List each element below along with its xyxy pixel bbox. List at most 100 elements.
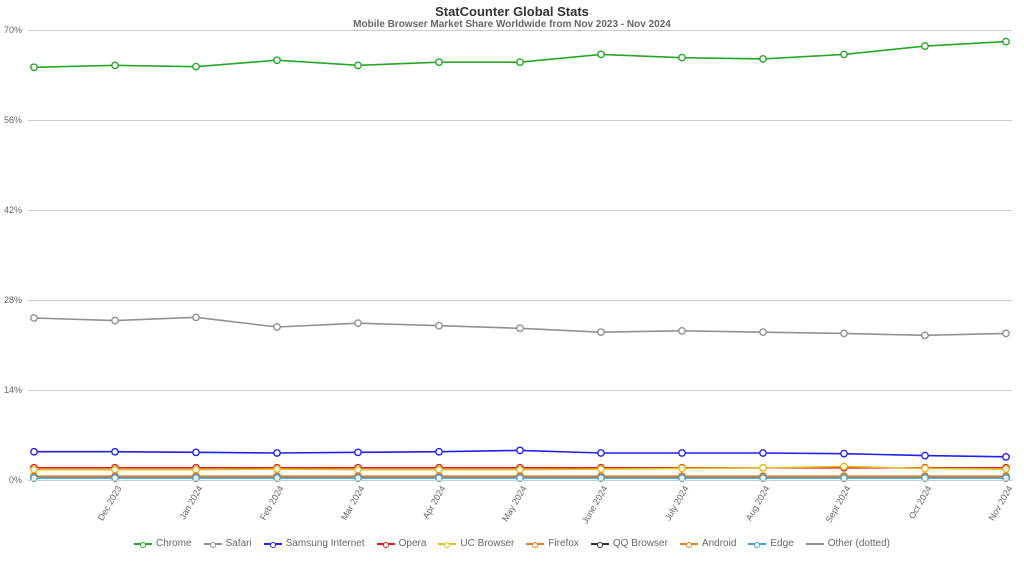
xtick-label: May 2024 bbox=[500, 484, 528, 523]
legend-swatch bbox=[591, 543, 609, 545]
ytick-label: 56% bbox=[4, 115, 28, 125]
series-marker bbox=[517, 325, 523, 331]
ytick-label: 14% bbox=[4, 385, 28, 395]
legend-label: Other (dotted) bbox=[828, 538, 890, 549]
series-marker bbox=[679, 54, 685, 60]
series-marker bbox=[193, 467, 199, 473]
series-marker bbox=[922, 452, 928, 458]
legend-swatch bbox=[526, 543, 544, 545]
series-marker bbox=[274, 450, 280, 456]
series-marker bbox=[760, 329, 766, 335]
legend-swatch bbox=[806, 543, 824, 545]
chart-subtitle: Mobile Browser Market Share Worldwide fr… bbox=[0, 19, 1024, 30]
series-marker bbox=[841, 330, 847, 336]
series-marker bbox=[274, 466, 280, 472]
chart-svg bbox=[28, 30, 1012, 480]
series-marker bbox=[517, 447, 523, 453]
series-marker bbox=[1003, 454, 1009, 460]
series-marker bbox=[193, 314, 199, 320]
series-marker bbox=[274, 57, 280, 63]
series-marker bbox=[436, 467, 442, 473]
chart-title: StatCounter Global Stats bbox=[0, 0, 1024, 19]
legend-marker-icon bbox=[270, 542, 276, 548]
legend-marker-icon bbox=[686, 542, 692, 548]
gridline bbox=[28, 390, 1012, 391]
series-marker bbox=[31, 467, 37, 473]
legend-label: Chrome bbox=[156, 538, 192, 549]
legend-swatch bbox=[377, 543, 395, 545]
series-marker bbox=[355, 320, 361, 326]
series-marker bbox=[112, 62, 118, 68]
series-marker bbox=[598, 51, 604, 57]
xtick-label: Feb 2024 bbox=[258, 484, 286, 522]
series-marker bbox=[355, 62, 361, 68]
series-marker bbox=[436, 59, 442, 65]
legend-marker-icon bbox=[754, 542, 760, 548]
legend-label: UC Browser bbox=[460, 538, 514, 549]
series-marker bbox=[679, 465, 685, 471]
series-marker bbox=[1003, 38, 1009, 44]
xtick-label: Nov 2024 bbox=[987, 484, 1015, 522]
gridline bbox=[28, 120, 1012, 121]
legend-item[interactable]: UC Browser bbox=[438, 538, 514, 549]
ytick-label: 28% bbox=[4, 295, 28, 305]
legend-label: Edge bbox=[770, 538, 793, 549]
series-marker bbox=[31, 315, 37, 321]
plot-area: 0%14%28%42%56%70%Dec 2023Jan 2024Feb 202… bbox=[28, 30, 1012, 480]
series-marker bbox=[841, 51, 847, 57]
xtick-label: Mar 2024 bbox=[339, 484, 367, 522]
xtick-label: Dec 2023 bbox=[96, 484, 124, 522]
series-marker bbox=[193, 449, 199, 455]
legend-swatch bbox=[438, 543, 456, 545]
series-marker bbox=[760, 56, 766, 62]
legend-item[interactable]: Samsung Internet bbox=[264, 538, 365, 549]
legend-marker-icon bbox=[597, 542, 603, 548]
legend-item[interactable]: Android bbox=[680, 538, 736, 549]
series-marker bbox=[598, 466, 604, 472]
series-marker bbox=[355, 449, 361, 455]
legend: Chrome Safari Samsung Internet Opera UC Brow… bbox=[0, 538, 1024, 549]
legend-label: Firefox bbox=[548, 538, 579, 549]
series-marker bbox=[760, 450, 766, 456]
chart-container: StatCounter Global Stats Mobile Browser … bbox=[0, 0, 1024, 576]
legend-item[interactable]: Chrome bbox=[134, 538, 192, 549]
legend-label: Opera bbox=[399, 538, 427, 549]
series-marker bbox=[193, 63, 199, 69]
legend-swatch bbox=[748, 543, 766, 545]
legend-item[interactable]: Opera bbox=[377, 538, 427, 549]
series-marker bbox=[598, 329, 604, 335]
xtick-label: July 2024 bbox=[663, 484, 691, 522]
series-marker bbox=[112, 467, 118, 473]
gridline bbox=[28, 30, 1012, 31]
ytick-label: 0% bbox=[9, 475, 28, 485]
series-marker bbox=[598, 450, 604, 456]
ytick-label: 70% bbox=[4, 25, 28, 35]
series-marker bbox=[841, 450, 847, 456]
series-marker bbox=[517, 467, 523, 473]
series-marker bbox=[436, 449, 442, 455]
series-marker bbox=[922, 465, 928, 471]
legend-label: Android bbox=[702, 538, 736, 549]
series-marker bbox=[517, 59, 523, 65]
legend-item[interactable]: QQ Browser bbox=[591, 538, 668, 549]
legend-marker-icon bbox=[140, 542, 146, 548]
legend-label: Samsung Internet bbox=[286, 538, 365, 549]
ytick-label: 42% bbox=[4, 205, 28, 215]
series-marker bbox=[1003, 466, 1009, 472]
series-marker bbox=[436, 323, 442, 329]
xtick-label: Oct 2024 bbox=[907, 484, 934, 521]
legend-marker-icon bbox=[383, 542, 389, 548]
series-marker bbox=[922, 332, 928, 338]
gridline bbox=[28, 480, 1012, 481]
legend-item[interactable]: Other (dotted) bbox=[806, 538, 890, 549]
series-marker bbox=[841, 463, 847, 469]
legend-swatch bbox=[680, 543, 698, 545]
gridline bbox=[28, 300, 1012, 301]
xtick-label: June 2024 bbox=[580, 484, 610, 525]
gridline bbox=[28, 210, 1012, 211]
legend-item[interactable]: Safari bbox=[204, 538, 252, 549]
legend-swatch bbox=[264, 543, 282, 545]
series-marker bbox=[1003, 330, 1009, 336]
legend-item[interactable]: Edge bbox=[748, 538, 793, 549]
legend-item[interactable]: Firefox bbox=[526, 538, 579, 549]
